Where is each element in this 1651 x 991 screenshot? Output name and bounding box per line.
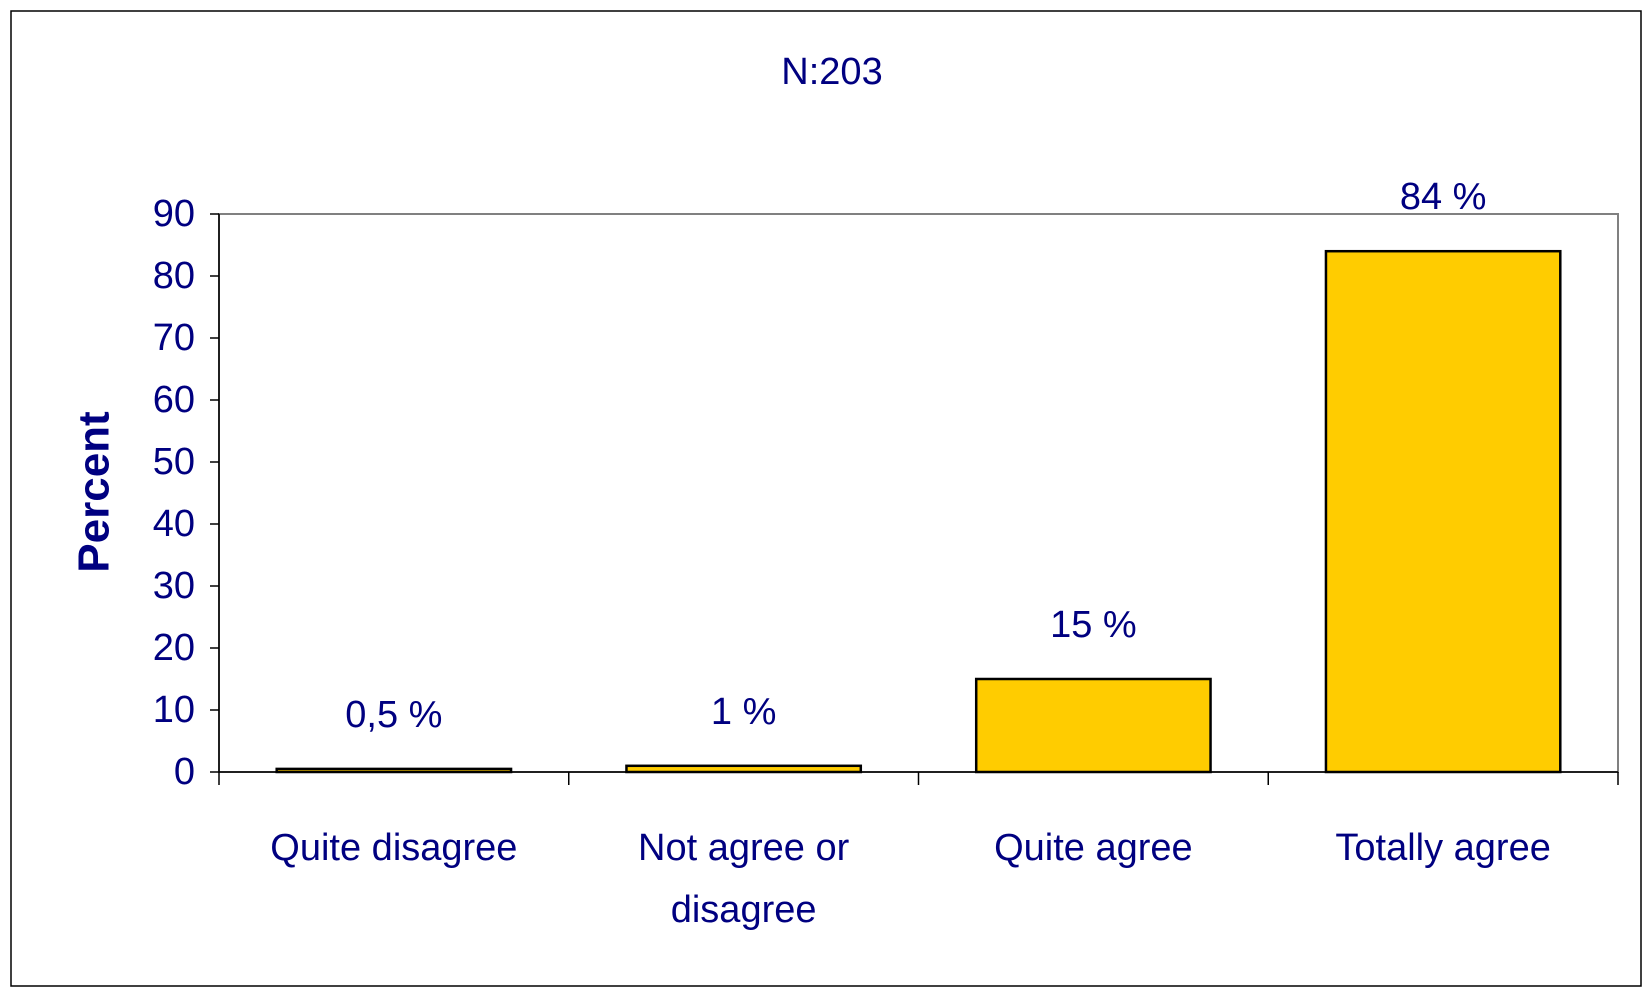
bar bbox=[974, 677, 1212, 774]
data-label: 15 % bbox=[1050, 604, 1137, 646]
y-tick-label: 50 bbox=[153, 441, 195, 483]
x-tick-label: Quite agree bbox=[994, 827, 1193, 869]
y-tick-label: 20 bbox=[153, 627, 195, 669]
data-label: 0,5 % bbox=[345, 694, 442, 736]
y-tick-label: 0 bbox=[174, 751, 195, 793]
data-label: 84 % bbox=[1400, 176, 1487, 218]
x-tick-label: Totally agree bbox=[1335, 827, 1551, 869]
y-tick-label: 60 bbox=[153, 379, 195, 421]
x-tick-label: Quite disagree bbox=[270, 827, 518, 869]
data-label: 1 % bbox=[711, 691, 776, 733]
y-tick-label: 80 bbox=[153, 255, 195, 297]
y-axis-label: Percent bbox=[70, 411, 119, 573]
chart-title: N:203 bbox=[781, 51, 882, 93]
y-tick-label: 10 bbox=[153, 689, 195, 731]
x-tick-label-box: Quite agree bbox=[994, 827, 1193, 869]
bar bbox=[275, 767, 513, 774]
x-tick-label-box: Quite disagree bbox=[270, 827, 518, 869]
y-tick-label: 70 bbox=[153, 317, 195, 359]
x-tick-label-box: Totally agree bbox=[1335, 827, 1551, 869]
bar bbox=[625, 764, 863, 774]
bar bbox=[1324, 249, 1562, 774]
y-tick-label: 90 bbox=[153, 193, 195, 235]
y-tick-label: 30 bbox=[153, 565, 195, 607]
x-tick-label-box: Not agree or disagree bbox=[638, 827, 850, 931]
x-tick-label: Not agree or disagree bbox=[638, 827, 850, 931]
y-tick-label: 40 bbox=[153, 503, 195, 545]
